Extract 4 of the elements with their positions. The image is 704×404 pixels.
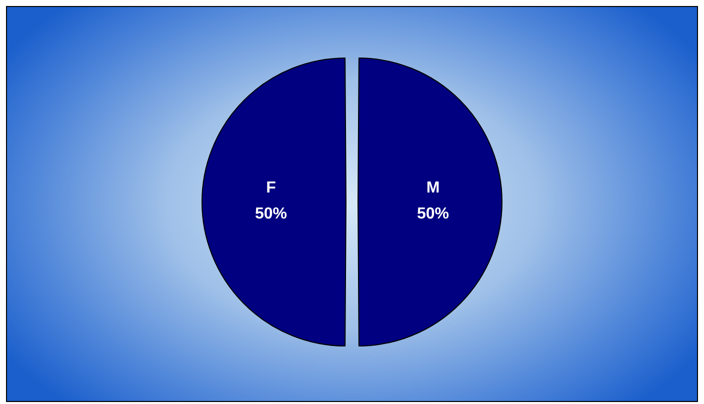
data-label: 50%	[416, 205, 450, 222]
slice-label: F	[266, 179, 276, 196]
slice-label: M	[426, 179, 440, 196]
data-label: 50%	[254, 205, 288, 222]
